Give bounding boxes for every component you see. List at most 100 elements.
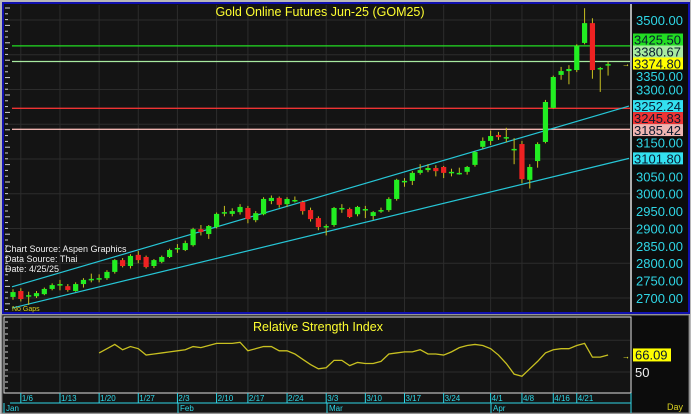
candle-body-up (26, 295, 32, 297)
price-axis-label: 2950.00 (636, 204, 683, 219)
candle (464, 165, 470, 175)
candle (409, 171, 415, 186)
candle (566, 65, 572, 85)
date-tick-label: 2/10 (218, 394, 234, 403)
last-price-arrow-icon: → (622, 60, 630, 69)
date-tick-label: 3/17 (406, 394, 422, 403)
date-tick-label: 2/17 (249, 394, 265, 403)
candle (33, 291, 40, 298)
horizontal-lines (12, 45, 630, 130)
data-source-label: Data Source: Thai (5, 254, 77, 264)
date-tick-label: 1/6 (22, 394, 34, 403)
candle-body-up (331, 207, 337, 226)
candle (441, 165, 447, 179)
candle-body-up (104, 271, 110, 279)
candle (182, 240, 188, 252)
candle-body-up (10, 292, 16, 297)
candle (135, 251, 141, 264)
candle (190, 227, 196, 247)
price-axis-label: 3000.00 (636, 187, 683, 202)
candle-body-up (253, 213, 259, 221)
candle (495, 131, 502, 140)
candle-body-down (315, 218, 321, 228)
price-level-value: 3425.50 (634, 33, 681, 48)
candle (542, 99, 549, 144)
candle-body-up (527, 166, 533, 180)
date-tick-label: 1/13 (61, 394, 77, 403)
candle-body-up (409, 172, 415, 181)
candle-body-up (229, 211, 235, 214)
candle (88, 273, 94, 283)
price-level-value: 3380.67 (634, 45, 681, 60)
rsi-line (98, 341, 609, 377)
price-level-value: 3252.24 (634, 99, 681, 114)
rsi-last-value-box (633, 348, 671, 362)
candle (120, 258, 126, 268)
month-label: Feb (180, 404, 194, 413)
candle-body-up (511, 148, 517, 151)
candle-body-up (417, 170, 423, 173)
price-axis-label: 2800.00 (636, 256, 683, 271)
candle (268, 195, 274, 205)
candle (73, 282, 79, 292)
price-level-value: 3245.83 (634, 111, 681, 126)
date-tick-label: 4/21 (578, 394, 594, 403)
candle (574, 44, 580, 73)
candle (339, 204, 345, 213)
candle (96, 274, 102, 283)
candle-body-up (456, 172, 462, 175)
candle (527, 164, 533, 189)
price-level-box (633, 57, 683, 70)
candle (127, 254, 134, 269)
candle (558, 66, 564, 80)
rsi-last-arrow-icon: → (622, 352, 630, 361)
candle-body-down (65, 286, 71, 290)
price-axis-label: 3050.00 (636, 169, 683, 184)
candle (174, 244, 181, 253)
candle-body-up (41, 288, 47, 295)
candle (331, 206, 337, 227)
candle (245, 205, 251, 224)
rsi-axis-label-50: 50 (635, 365, 649, 380)
candle (198, 225, 204, 236)
candle (112, 259, 118, 274)
candle (284, 197, 290, 207)
month-label: Apr (493, 404, 506, 413)
candle-body-up (167, 250, 173, 257)
candle (159, 255, 165, 264)
candle-body-up (464, 166, 470, 172)
candle-body-down (441, 166, 447, 173)
candle-body-up (221, 212, 228, 214)
candle-body-down (198, 229, 204, 232)
candle-body-up (574, 46, 580, 71)
price-level-box (633, 33, 683, 46)
candles[interactable]: → (10, 8, 630, 305)
candle (550, 75, 556, 109)
candle-body-down (495, 135, 502, 138)
candle (26, 291, 32, 305)
candle (213, 212, 220, 229)
candle-body-up (401, 180, 408, 183)
month-label: Jan (6, 404, 19, 413)
candle (597, 66, 603, 92)
candle (300, 200, 306, 215)
price-level-box (633, 100, 683, 113)
candle (260, 197, 267, 216)
candle-body-up (88, 278, 94, 281)
candle (292, 196, 298, 203)
price-level-value: 3374.80 (634, 57, 681, 72)
candle (347, 207, 353, 219)
candle-body-down (18, 291, 24, 300)
rsi-axis-area (632, 316, 688, 412)
candle-body-up (597, 67, 603, 70)
candle-body-up (268, 197, 274, 202)
candle-body-up (112, 260, 118, 272)
candle-body-down (245, 207, 251, 220)
period-label[interactable]: Day (667, 402, 684, 412)
candle (221, 205, 228, 217)
candle-body-up (472, 152, 478, 165)
candle-body-up (182, 243, 188, 251)
date-tick-label: 1/27 (139, 394, 155, 403)
candle-body-up (151, 260, 157, 267)
